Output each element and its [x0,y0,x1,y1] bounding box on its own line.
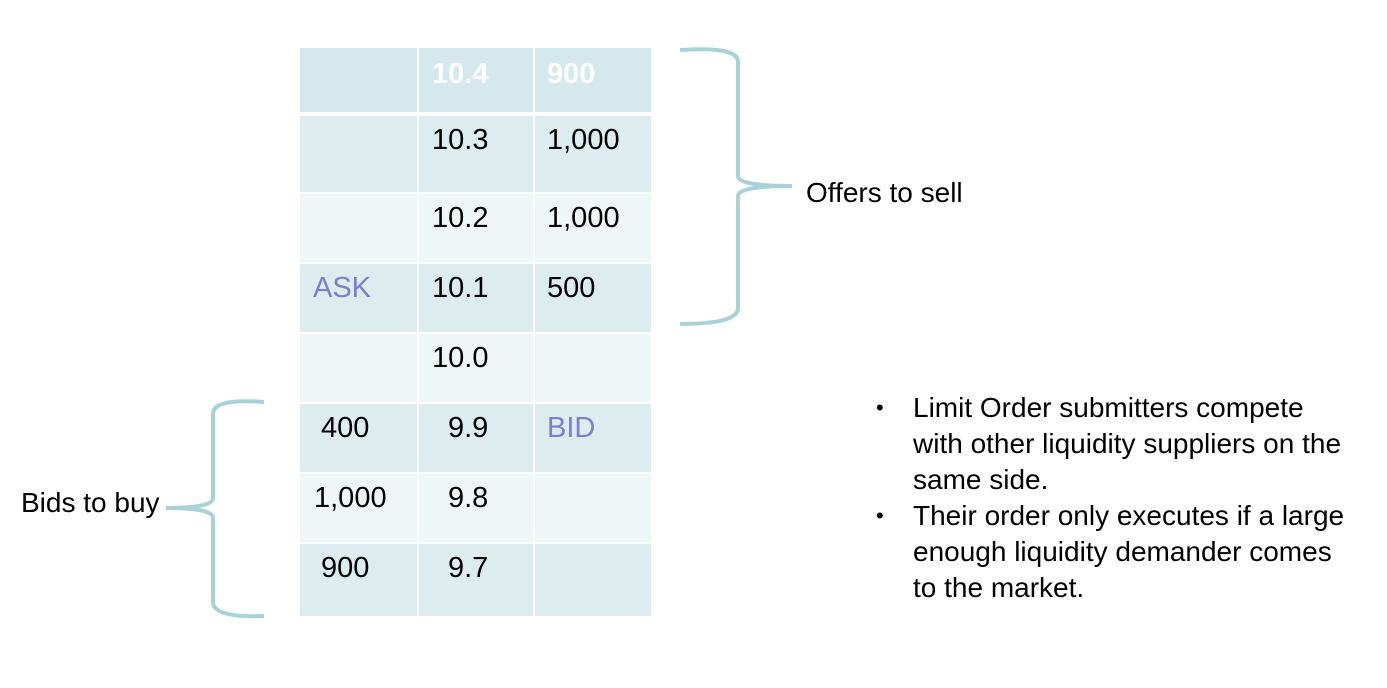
table-cell: 10.1 [419,264,535,334]
offers-label: Offers to sell [806,177,963,208]
table-cell: 900 [535,48,651,116]
table-cell: BID [535,404,651,474]
bullet-text: Their order only executes if a large eno… [913,500,1345,603]
table-cell [300,116,419,194]
bullet-item: • Limit Order submitters compete with ot… [876,390,1356,498]
bullet-icon: • [876,503,884,528]
bids-label: Bids to buy [21,487,160,518]
table-cell: 10.3 [419,116,535,194]
table-cell: 10.2 [419,194,535,264]
table-cell: 1,000 [300,474,419,544]
table-cell [300,194,419,264]
cell-size: 500 [547,272,596,304]
cell-side: 400 [321,412,370,444]
cell-price: 10.4 [432,58,489,90]
table-cell [535,334,651,404]
table-cell: 9.9 [419,404,535,474]
bids-brace-icon [165,399,265,619]
bullet-list: • Limit Order submitters compete with ot… [876,390,1356,606]
cell-price: 10.2 [432,202,489,234]
table-cell: 10.4 [419,48,535,116]
cell-size: 1,000 [547,124,620,156]
cell-price: 10.1 [432,272,489,304]
table-cell: 10.0 [419,334,535,404]
table-cell: 500 [535,264,651,334]
table-cell: 9.8 [419,474,535,544]
cell-price: 10.3 [432,124,489,156]
bullet-icon: • [876,395,884,420]
cell-size: 1,000 [547,202,620,234]
cell-price: 9.9 [448,412,489,444]
table-cell [300,334,419,404]
ask-label: ASK [313,272,372,304]
table-cell: 1,000 [535,194,651,264]
bid-label: BID [547,412,596,444]
table-cell: 9.7 [419,544,535,616]
cell-price: 10.0 [432,342,489,374]
table-cell: 900 [300,544,419,616]
cell-price: 9.7 [448,552,489,584]
table-cell: 1,000 [535,116,651,194]
table-cell [535,544,651,616]
order-book-table: 10.4 900 10.3 1,000 10.2 1,000 ASK 10.1 … [300,48,651,616]
cell-size: 900 [547,58,596,90]
cell-price: 9.8 [448,482,489,514]
table-cell: ASK [300,264,419,334]
cell-side: 900 [321,552,370,584]
offers-brace-icon [679,47,793,326]
table-cell [300,48,419,116]
cell-side: 1,000 [314,482,387,514]
table-cell [535,474,651,544]
bullet-text: Limit Order submitters compete with othe… [913,392,1342,495]
bullet-item: • Their order only executes if a large e… [876,498,1356,606]
table-cell: 400 [300,404,419,474]
